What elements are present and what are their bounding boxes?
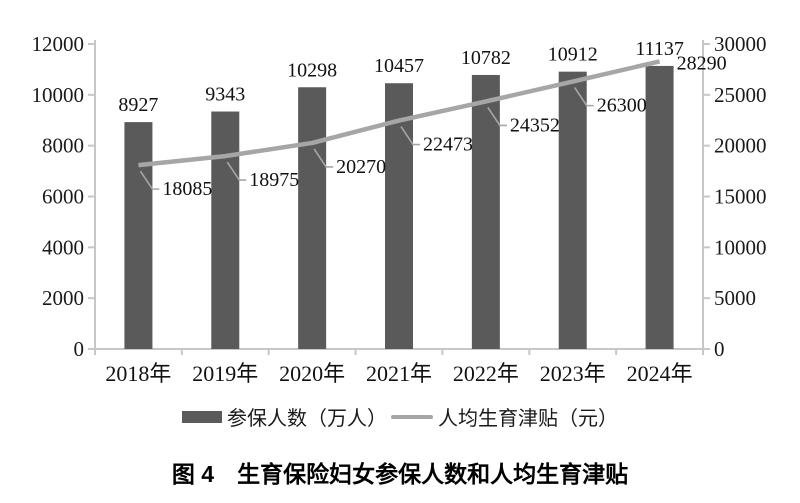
bar-value-label: 8927 bbox=[118, 94, 158, 116]
line-label-leader bbox=[226, 161, 247, 181]
bar-swatch-icon bbox=[182, 410, 222, 423]
line-value-label: 26300 bbox=[597, 95, 647, 117]
line-label-leader bbox=[313, 148, 334, 168]
legend-label-bar-series: 参保人数（万人） bbox=[227, 408, 387, 430]
left-axis-tick-label: 2000 bbox=[42, 286, 84, 310]
legend-item-line-series: 人均生育津贴（元） bbox=[391, 402, 618, 431]
bar-value-label: 10457 bbox=[374, 55, 424, 77]
bar bbox=[471, 74, 500, 350]
x-axis-label: 2020年 bbox=[279, 361, 345, 386]
figure-caption: 图 4 生育保险妇女参保人数和人均生育津贴 bbox=[171, 461, 629, 487]
bar-value-label: 11137 bbox=[635, 38, 684, 60]
left-axis-tick-label: 12000 bbox=[32, 32, 85, 56]
line-label-leader bbox=[400, 126, 420, 146]
x-axis-label: 2022年 bbox=[453, 361, 519, 386]
right-axis-tick-label: 15000 bbox=[714, 185, 767, 209]
bar-value-label: 10782 bbox=[461, 47, 511, 69]
x-axis-label: 2018年 bbox=[105, 361, 171, 386]
legend-label-line-series: 人均生育津贴（元） bbox=[438, 408, 618, 430]
x-axis-label: 2021年 bbox=[366, 361, 432, 386]
line-label-leader bbox=[139, 170, 160, 190]
line-label-leader bbox=[574, 87, 594, 107]
bar bbox=[645, 65, 674, 350]
bar bbox=[298, 87, 327, 350]
line-value-label: 24352 bbox=[510, 114, 560, 136]
left-axis-tick-label: 10000 bbox=[32, 83, 85, 107]
x-axis-label: 2019年 bbox=[192, 361, 258, 386]
line-label-leader bbox=[487, 106, 507, 127]
right-axis-tick-label: 25000 bbox=[714, 83, 767, 107]
line-swatch-icon bbox=[391, 414, 433, 419]
line-series bbox=[138, 59, 661, 168]
line-value-label: 18085 bbox=[162, 178, 212, 200]
x-axis-label: 2024年 bbox=[627, 361, 693, 386]
x-axis-label: 2023年 bbox=[540, 361, 606, 386]
line-value-label: 20270 bbox=[336, 156, 386, 178]
bar bbox=[211, 111, 240, 350]
left-axis-tick-label: 6000 bbox=[42, 185, 84, 209]
combo-chart: 0 2000 4000 6000 8000 10000 12000 0 5000 10000 150… bbox=[32, 32, 767, 386]
right-axis-tick-label: 5000 bbox=[714, 286, 756, 310]
bar-value-label: 9343 bbox=[205, 84, 245, 106]
legend-item-bar-series: 参保人数（万人） bbox=[182, 402, 387, 431]
right-axis-tick-label: 20000 bbox=[714, 134, 767, 158]
left-axis-tick-label: 8000 bbox=[42, 134, 84, 158]
left-axis-tick-label: 0 bbox=[74, 337, 85, 361]
left-axis-tick-label: 4000 bbox=[42, 235, 84, 259]
bar bbox=[385, 83, 413, 349]
chart-legend: 参保人数（万人） 人均生育津贴（元） bbox=[0, 402, 800, 431]
right-axis-tick-label: 30000 bbox=[714, 32, 767, 56]
right-axis-tick-label: 10000 bbox=[714, 235, 767, 259]
right-axis-tick-label: 0 bbox=[714, 337, 725, 361]
bar-value-label: 10912 bbox=[548, 44, 598, 66]
bar bbox=[558, 71, 587, 350]
bar-value-label: 10298 bbox=[287, 59, 337, 81]
bar bbox=[124, 122, 153, 350]
line-value-label: 22473 bbox=[423, 134, 473, 156]
line-value-label: 18975 bbox=[249, 169, 299, 191]
line-value-label: 28290 bbox=[677, 52, 727, 74]
